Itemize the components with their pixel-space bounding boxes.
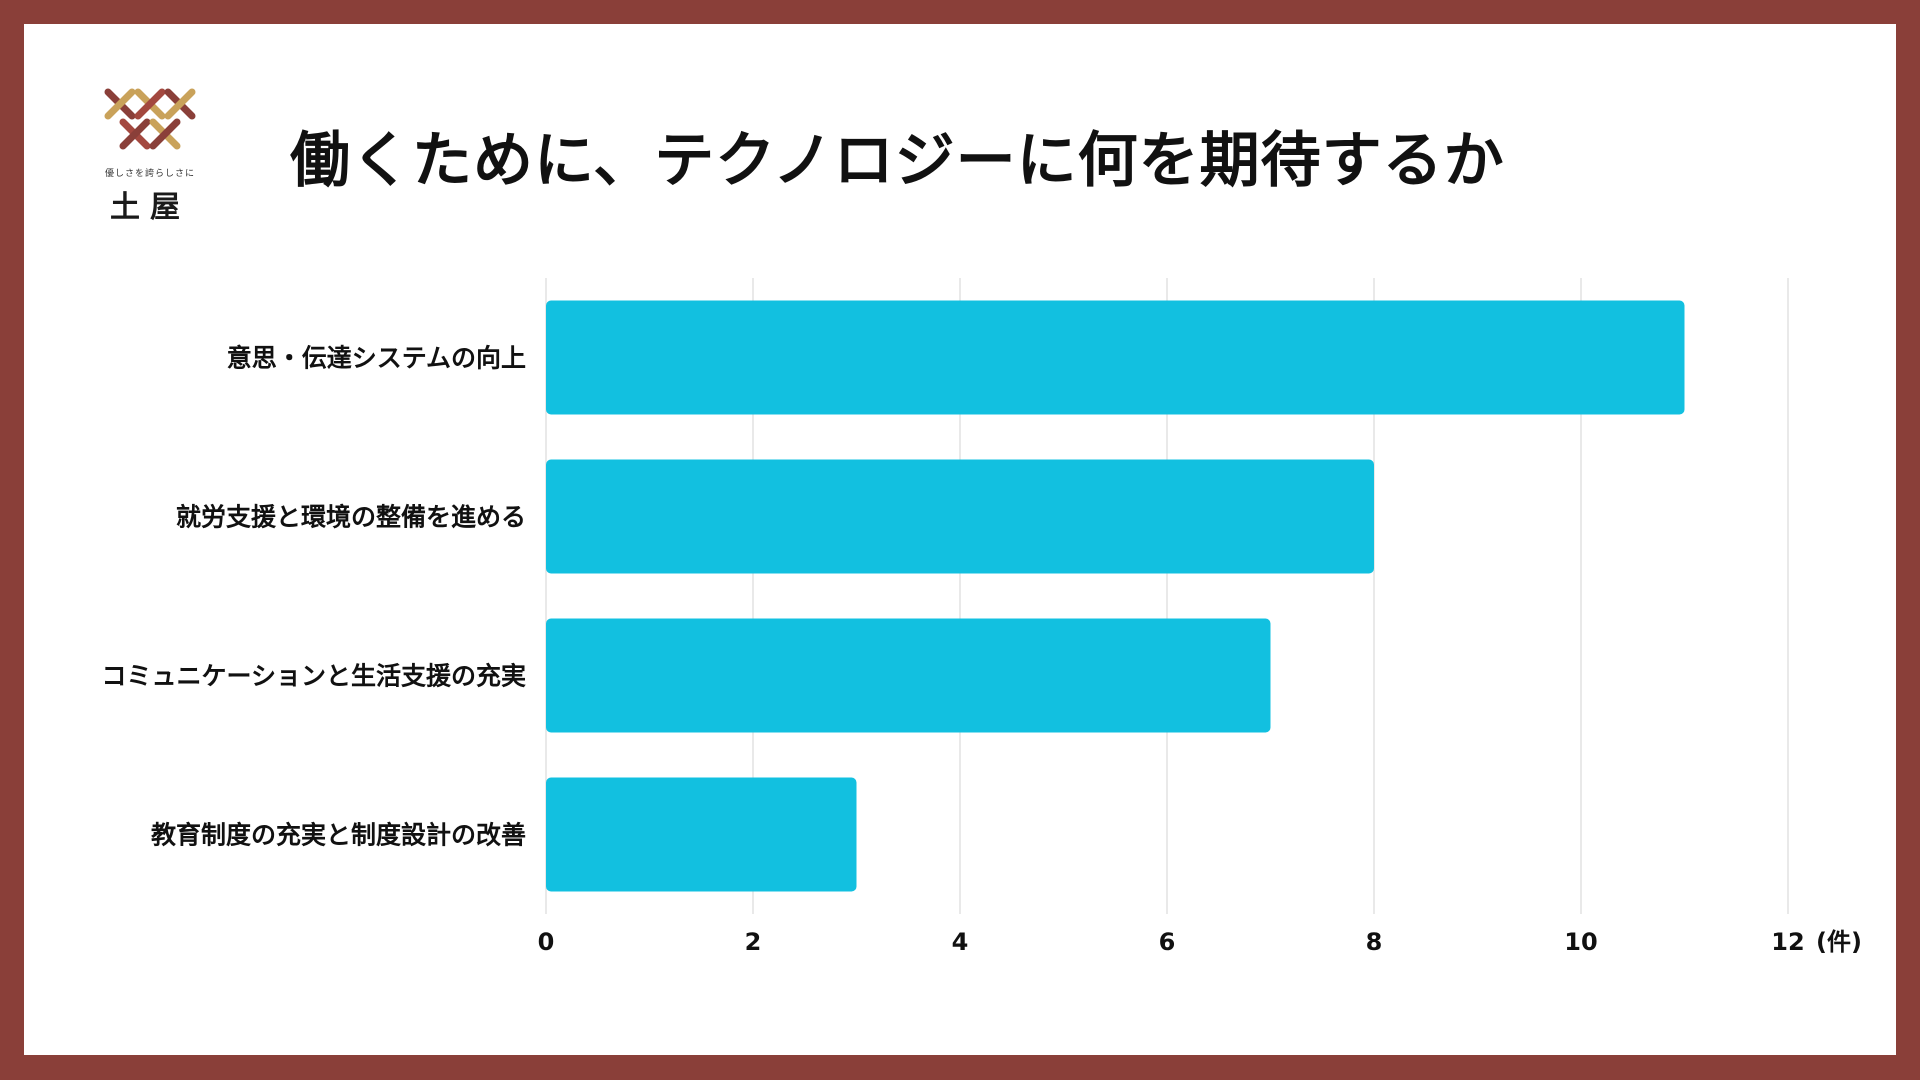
logo-tagline: 優しさを誇らしさに: [104, 169, 195, 179]
x-tick-label: 8: [1366, 928, 1383, 956]
logo-mark-icon: [104, 88, 196, 150]
x-tick-label: 6: [1159, 928, 1176, 956]
x-tick-label: 12: [1771, 928, 1804, 956]
bar: [546, 777, 857, 892]
category-label: 就労支援と環境の整備を進める: [176, 503, 526, 532]
logo-name: 土屋: [110, 190, 190, 225]
page-title: 働くために、テクノロジーに何を期待するか: [290, 126, 1505, 196]
bar: [546, 300, 1685, 415]
category-label: 意思・伝達システムの向上: [227, 344, 526, 373]
bar: [546, 459, 1374, 574]
x-tick-label: 10: [1564, 928, 1597, 956]
category-label: コミュニケーションと生活支援の充実: [101, 662, 526, 691]
x-tick-label: 0: [538, 928, 555, 956]
bar: [546, 618, 1271, 733]
x-tick-label: 2: [745, 928, 762, 956]
company-logo: 優しさを誇らしさに 土屋: [90, 84, 210, 225]
x-axis-unit-label: (件): [1816, 928, 1862, 956]
x-tick-label: 4: [952, 928, 969, 956]
category-label: 教育制度の充実と制度設計の改善: [151, 821, 526, 850]
